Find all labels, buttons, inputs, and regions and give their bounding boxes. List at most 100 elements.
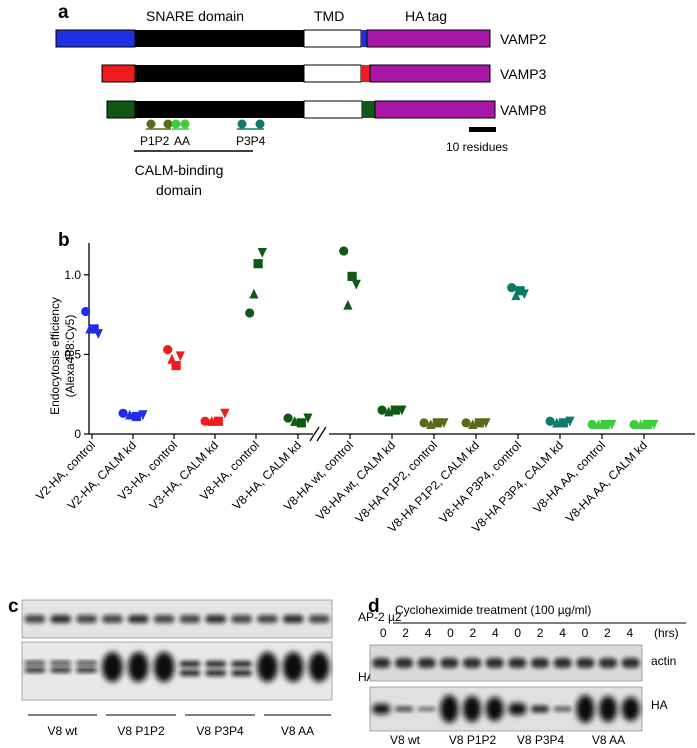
panel-c-label: c — [8, 596, 19, 617]
panel-c: c AP-2 µ2 HA V8 wt V8 P1P2 V8 P3P4 V8 AA — [8, 596, 402, 738]
vamp3-tmd — [303, 64, 362, 83]
blot-c-ap2-band — [257, 615, 278, 623]
blot-c-band-ap2: AP-2 µ2 — [358, 610, 402, 624]
blot-c-ha-band — [102, 652, 123, 682]
blot-d-actin-band — [417, 658, 436, 668]
blot-d-ha-band — [485, 697, 504, 721]
blot-d-actin-membrane — [369, 644, 643, 682]
time-point-label: 2 — [470, 626, 477, 640]
blot-d — [369, 644, 643, 732]
data-point-circle — [629, 419, 639, 430]
blot-d-actin-band — [508, 658, 527, 668]
blot-c-ap2-band — [153, 615, 175, 623]
vamp3-n-terminus — [101, 64, 136, 83]
vamp2-snare-domain — [135, 30, 304, 47]
blot-c — [21, 599, 333, 701]
blot-d-ha-band — [530, 705, 550, 713]
scale-bar-label: 10 residues — [446, 140, 508, 154]
mutation-aa: AA — [171, 119, 190, 148]
data-point-circle — [339, 246, 349, 256]
data-point-triangle-down — [257, 247, 267, 258]
blot-c-ha-band — [231, 661, 252, 667]
header-ha-tag: HA tag — [405, 8, 447, 24]
panel-b-label: b — [58, 230, 70, 251]
scale-bar — [469, 127, 496, 132]
axis-break-mark-2 — [316, 426, 327, 442]
blot-d-group-label: V8 AA — [592, 733, 625, 747]
blot-c-groups: V8 wt V8 P1P2 V8 P3P4 V8 AA — [28, 714, 331, 738]
data-point-circle — [545, 416, 555, 426]
blot-c-ap2-band — [205, 615, 227, 623]
blot-c-ap2-band — [102, 615, 123, 623]
blot-c-ap2-band — [127, 615, 149, 623]
y-tick-label: 0 — [74, 427, 81, 441]
time-points: 0 2 4 0 2 4 0 2 4 0 2 4 — [380, 626, 634, 640]
blot-c-ha-band — [76, 661, 97, 665]
x-tick-label: V8-HA AA, CALM kd — [563, 438, 650, 525]
blot-d-groups: V8 wt V8 P1P2 V8 P3P4 V8 AA — [390, 733, 625, 747]
mutation-p3p4: P3P4 — [236, 119, 266, 148]
construct-vamp8: VAMP8 — [106, 100, 547, 119]
blot-c-ha-band — [127, 652, 149, 682]
blot-c-ha-band — [24, 661, 46, 665]
blot-c-ap2-band — [308, 615, 330, 623]
data-point-circle — [507, 282, 517, 293]
panel-a: a SNARE domain TMD HA tag VAMP2 VAMP3 — [55, 2, 547, 198]
data-point-circle — [283, 413, 293, 423]
blot-c-ha-band — [231, 670, 252, 676]
data-point-triangle-down — [481, 418, 491, 429]
data-point-circle — [118, 408, 128, 418]
blot-c-ha-band — [308, 652, 330, 682]
data-point-triangle-down — [649, 419, 659, 430]
time-point-label: 0 — [447, 626, 454, 640]
blot-c-group-label: V8 P1P2 — [117, 724, 165, 738]
vamp2-tmd — [303, 29, 362, 48]
blot-c-ha-band — [257, 652, 278, 682]
blot-c-ap2-band — [76, 615, 97, 623]
aa-dot-2 — [180, 119, 190, 129]
data-point-circle — [200, 416, 210, 426]
blot-d-group-label: V8 wt — [390, 733, 421, 747]
data-point-circle — [419, 418, 429, 428]
blot-d-ha-band — [417, 707, 436, 711]
blot-c-ha-band — [205, 661, 227, 667]
blot-d-actin-band — [372, 658, 391, 668]
chart-axes: 0 0.5 1.0 — [64, 243, 695, 442]
data-point-triangle — [249, 288, 259, 299]
vamp3-label: VAMP3 — [500, 66, 547, 82]
data-point-square — [390, 405, 400, 415]
data-point-square — [213, 416, 223, 426]
vamp8-label: VAMP8 — [500, 102, 547, 118]
blot-d-ha-band — [462, 696, 482, 722]
blot-c-group-label: V8 P3P4 — [196, 724, 244, 738]
time-unit: (hrs) — [654, 626, 679, 640]
blot-d-ha-band — [394, 706, 414, 712]
blot-c-ha-band — [205, 670, 227, 676]
panel-a-label: a — [58, 2, 69, 23]
blot-c-group-label: V8 AA — [281, 724, 314, 738]
blot-d-actin-band — [576, 658, 595, 668]
data-point-triangle — [343, 299, 353, 310]
blot-d-ha-band — [576, 695, 595, 723]
blot-c-ha-band — [179, 661, 201, 667]
data-point-triangle-down — [351, 279, 361, 290]
x-tick-label: V8-HA wt, CALM kd — [313, 438, 398, 523]
blot-c-ap2-band — [231, 615, 252, 623]
header-tmd: TMD — [314, 8, 344, 24]
data-point-circle — [377, 405, 387, 415]
blot-c-ap2-band — [179, 615, 201, 623]
data-point-triangle-down — [519, 289, 529, 300]
data-point-square — [558, 418, 568, 428]
construct-vamp2: VAMP2 — [55, 29, 547, 48]
time-point-label: 2 — [604, 626, 611, 640]
blot-c-ap2-band — [24, 615, 46, 623]
time-point-label: 0 — [582, 626, 589, 640]
blot-d-actin-band — [440, 658, 459, 668]
p3p4-dot-1 — [237, 119, 247, 129]
p3p4-label: P3P4 — [236, 134, 266, 148]
time-point-label: 4 — [425, 626, 432, 640]
x-tick-label: V8-HA P1P2, control — [352, 438, 440, 526]
p1p2-label: P1P2 — [140, 134, 170, 148]
